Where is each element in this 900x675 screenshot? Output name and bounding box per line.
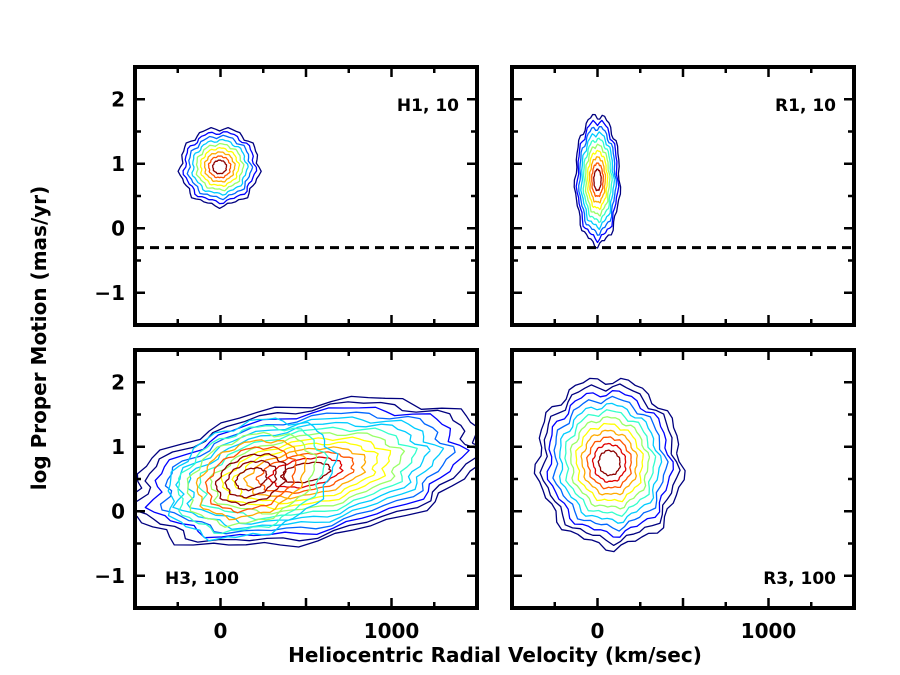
contour-level-h1-0-2 <box>186 134 254 201</box>
contour-level-h3-1-5 <box>214 452 287 507</box>
contour-level-r1-0-0 <box>573 113 622 249</box>
contour-level-r1-0-4 <box>582 137 613 224</box>
contour-level-h3-0-10 <box>243 446 367 500</box>
panel-r1: R1, 10 <box>510 65 856 327</box>
panel-h3-plot-area <box>135 395 477 548</box>
contour-level-r1-0-9 <box>593 168 602 192</box>
contour-level-r3-0-11 <box>597 449 622 477</box>
y-tick-label: 0 <box>111 499 125 523</box>
contour-level-h3-0-3 <box>159 411 456 535</box>
y-tick-label: 1 <box>111 435 125 459</box>
contour-level-r1-0-7 <box>589 156 607 204</box>
y-tick-label: 2 <box>111 87 125 111</box>
x-axis-title: Heliocentric Radial Velocity (km/sec) <box>288 643 702 667</box>
contour-level-h3-0-2 <box>144 406 470 539</box>
contour-level-h3-1-4 <box>204 446 297 514</box>
contour-level-h1-0-5 <box>200 146 241 188</box>
contour-level-h3-1-3 <box>195 439 308 521</box>
contour-level-h3-0-13 <box>280 461 332 484</box>
contour-level-h3-0-1 <box>135 401 477 543</box>
contour-level-h3-1-2 <box>186 431 318 528</box>
contour-level-h3-0-11 <box>255 451 355 495</box>
contour-level-r3-0-10 <box>591 442 627 483</box>
contour-level-h3-0-8 <box>220 436 392 511</box>
contour-level-r1-0-8 <box>591 162 605 198</box>
contour-level-r3-0-1 <box>539 383 681 547</box>
contour-level-r1-0-1 <box>575 119 620 244</box>
contour-level-h3-0-6 <box>197 426 418 521</box>
contour-level-r3-0-7 <box>575 422 644 503</box>
panel-r3-plot-area <box>533 377 686 553</box>
contour-level-r3-0-5 <box>564 409 657 517</box>
y-tick-label: 0 <box>111 216 125 240</box>
panel-label-h1: H1, 10 <box>397 96 459 116</box>
contour-level-h3-1-6 <box>224 459 278 499</box>
contour-level-r3-0-2 <box>546 390 674 538</box>
contour-level-r3-0-8 <box>580 429 638 496</box>
y-tick-label: 1 <box>111 152 125 176</box>
contour-level-h3-0-7 <box>209 432 406 515</box>
x-tick-label: 1000 <box>741 619 797 643</box>
panel-label-r3: R3, 100 <box>763 569 836 589</box>
panel-label-h3: H3, 100 <box>165 569 239 589</box>
contour-level-h1-0-1 <box>182 131 258 205</box>
x-tick-label: 1000 <box>364 619 420 643</box>
contour-level-h3-0-5 <box>186 421 431 525</box>
contour-level-r1-0-2 <box>578 125 618 236</box>
contour-level-h1-0-7 <box>207 155 232 179</box>
contour-level-r3-0-0 <box>533 377 686 553</box>
contour-level-h3-0-9 <box>231 441 379 505</box>
panel-h3: 2 1 0 −1 0 1000 H3, 100 <box>94 348 479 643</box>
panel-r3: 0 1000 R3, 100 <box>510 348 856 643</box>
y-axis-title: log Proper Motion (mas/yr) <box>27 186 51 491</box>
contour-level-r3-0-4 <box>558 402 663 524</box>
contour-level-h3-1-7 <box>234 466 268 492</box>
y-tick-label: 2 <box>111 370 125 394</box>
contour-level-h3-0-0 <box>135 395 477 548</box>
contour-level-h1-0-3 <box>191 138 249 196</box>
panel-h1: 2 1 0 −1 H1, 10 <box>94 65 479 327</box>
panels-group: 2 1 0 −1 H1, 10 R1, 10 2 1 0 −1 0 1000 H3, 100 0 1000 R… <box>94 65 856 643</box>
contour-level-h3-1-0 <box>167 417 339 542</box>
x-tick-label: 0 <box>214 619 228 643</box>
contour-level-r1-0-5 <box>584 143 611 217</box>
contour-level-r1-0-6 <box>587 149 609 211</box>
x-tick-label: 0 <box>591 619 605 643</box>
contour-level-h3-0-4 <box>172 416 445 530</box>
y-tick-label: −1 <box>94 564 125 588</box>
panel-label-r1: R1, 10 <box>775 96 836 116</box>
panel-h1-plot-area <box>177 126 262 210</box>
contour-level-r3-0-3 <box>552 395 669 532</box>
contour-level-h1-0-6 <box>203 151 236 183</box>
panel-r1-plot-area <box>573 113 622 249</box>
contour-level-h1-0-4 <box>195 142 245 192</box>
y-tick-label: −1 <box>94 281 125 305</box>
contour-level-h3-1-1 <box>177 425 329 535</box>
contour-level-r1-0-3 <box>580 131 616 231</box>
contour-level-r3-0-9 <box>586 436 632 490</box>
contour-level-h1-0-0 <box>177 126 262 210</box>
contour-level-h1-0-8 <box>211 159 228 175</box>
contour-level-r3-0-6 <box>569 416 651 510</box>
